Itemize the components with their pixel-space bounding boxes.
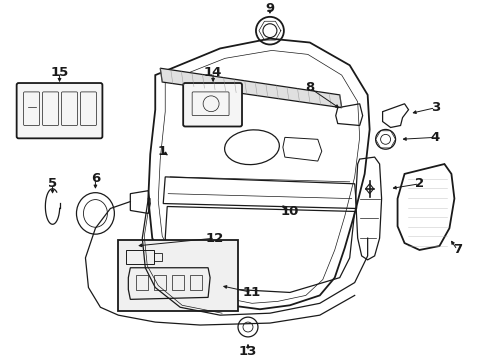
- Text: 9: 9: [265, 3, 274, 15]
- Text: 4: 4: [430, 131, 439, 144]
- Text: 6: 6: [91, 172, 100, 185]
- Text: 1: 1: [157, 145, 166, 158]
- Text: 7: 7: [452, 243, 461, 256]
- Text: 5: 5: [48, 177, 57, 190]
- Text: 11: 11: [243, 286, 261, 299]
- Text: 2: 2: [414, 177, 423, 190]
- Text: 8: 8: [305, 81, 314, 94]
- Text: 10: 10: [280, 205, 299, 218]
- Bar: [190, 275, 202, 291]
- Text: 15: 15: [50, 66, 68, 78]
- Bar: [154, 275, 166, 291]
- Text: 14: 14: [203, 66, 222, 78]
- FancyBboxPatch shape: [183, 83, 242, 126]
- Bar: [154, 253, 162, 261]
- FancyBboxPatch shape: [17, 83, 102, 138]
- Bar: [118, 240, 238, 311]
- Bar: [126, 250, 154, 264]
- Bar: [172, 275, 184, 291]
- Bar: [136, 275, 148, 291]
- Text: 3: 3: [430, 101, 439, 114]
- Text: 12: 12: [205, 231, 224, 244]
- Text: 13: 13: [238, 345, 257, 358]
- Polygon shape: [160, 68, 341, 108]
